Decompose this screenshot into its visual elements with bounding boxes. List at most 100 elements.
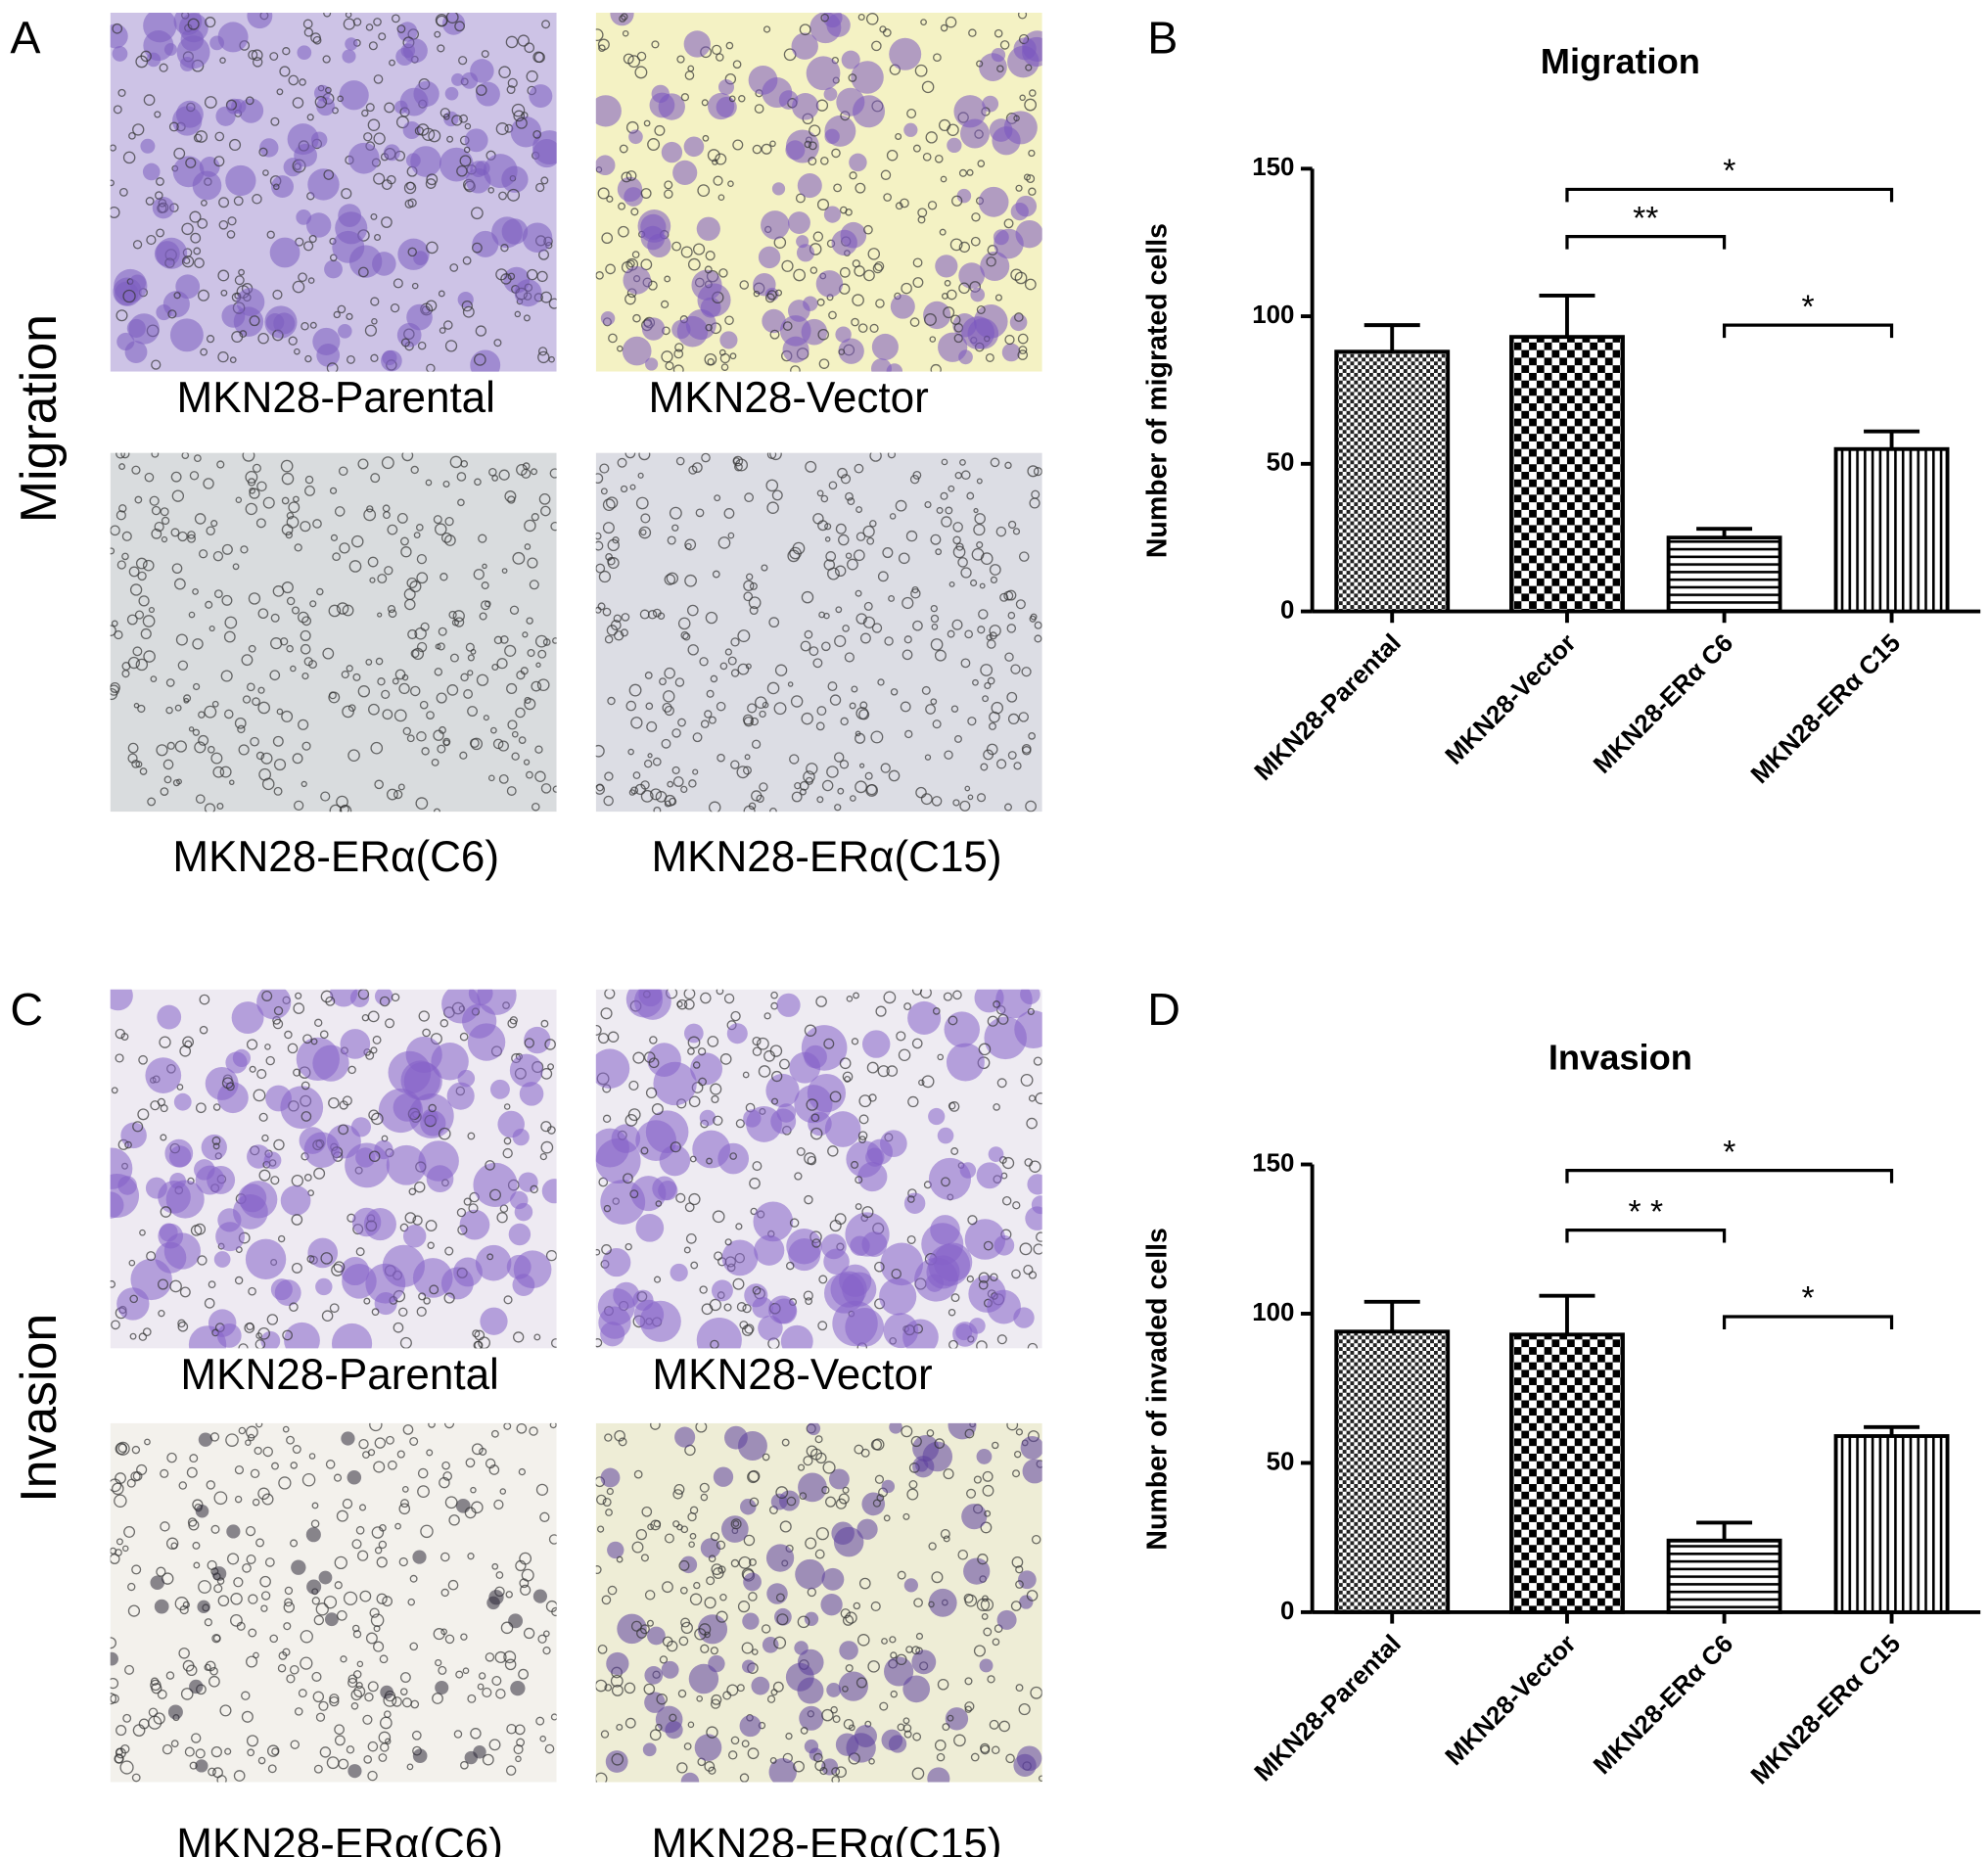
- y-tick-label: 0: [1280, 1598, 1294, 1625]
- cell: [896, 1031, 906, 1042]
- cell: [342, 604, 354, 617]
- cell: [804, 629, 813, 639]
- cell: [621, 613, 630, 622]
- cell: [831, 148, 841, 159]
- cell: [773, 1636, 787, 1649]
- significance-label: * *: [1628, 1194, 1663, 1230]
- cell: [637, 472, 644, 479]
- cell: [937, 1127, 954, 1144]
- cell: [270, 637, 283, 650]
- cell: [653, 1061, 697, 1106]
- cell: [157, 1278, 169, 1290]
- cell: [1010, 664, 1021, 674]
- cell: [1003, 590, 1014, 601]
- cell: [826, 766, 839, 778]
- cell: [906, 109, 917, 118]
- cell: [1027, 1174, 1042, 1195]
- cell: [213, 1251, 231, 1268]
- cell: [766, 452, 777, 460]
- cell: [1029, 497, 1040, 509]
- cell: [540, 505, 551, 517]
- cell: [524, 543, 532, 550]
- cell: [204, 1663, 211, 1671]
- cell: [471, 242, 483, 254]
- cell: [639, 1300, 681, 1342]
- significance-bracket: [1722, 1315, 1894, 1329]
- cell: [215, 106, 236, 126]
- cell: [216, 1577, 225, 1585]
- cell: [409, 1574, 418, 1583]
- cell: [534, 770, 546, 782]
- cell: [216, 802, 224, 811]
- cell: [742, 1659, 756, 1674]
- cell: [396, 24, 406, 33]
- significance-bracket: [1565, 235, 1727, 250]
- cell: [509, 1053, 543, 1088]
- cell: [632, 771, 641, 779]
- cell: [796, 244, 815, 262]
- cell: [680, 1621, 693, 1635]
- cell: [789, 1051, 821, 1084]
- cell: [1017, 333, 1029, 345]
- cell: [176, 35, 210, 70]
- cell: [346, 665, 353, 673]
- cell: [827, 681, 838, 692]
- cell: [1015, 184, 1023, 192]
- cell: [400, 1060, 440, 1100]
- cell: [515, 1755, 522, 1763]
- cell: [350, 1702, 359, 1710]
- cell: [345, 37, 358, 51]
- cell: [972, 678, 979, 686]
- cell: [1005, 589, 1017, 601]
- cell: [674, 1426, 696, 1448]
- cell: [442, 320, 453, 330]
- cell: [509, 1016, 519, 1025]
- cell: [849, 795, 856, 802]
- cell: [862, 525, 875, 538]
- image-caption: MKN28-ERα(C6): [176, 1820, 503, 1857]
- cell: [1025, 800, 1037, 812]
- cell: [671, 319, 691, 340]
- cell: [782, 336, 809, 363]
- cell: [1015, 1684, 1024, 1693]
- cell: [912, 144, 921, 153]
- cell: [181, 255, 195, 268]
- cell: [300, 521, 311, 533]
- cell: [513, 1331, 525, 1343]
- cell: [368, 41, 378, 51]
- cell: [227, 216, 237, 226]
- cell: [508, 1613, 524, 1629]
- cell: [284, 1586, 294, 1596]
- cell: [595, 155, 616, 175]
- cell: [505, 1591, 513, 1599]
- cell: [704, 265, 713, 274]
- cell: [127, 1604, 141, 1617]
- cell: [241, 654, 254, 667]
- cell: [225, 1082, 235, 1091]
- cell: [373, 18, 382, 26]
- cell: [447, 1579, 459, 1591]
- cell: [150, 1100, 161, 1111]
- cell: [446, 684, 459, 696]
- cell: [166, 741, 175, 750]
- cell: [112, 46, 128, 62]
- cell: [1001, 343, 1021, 362]
- cell: [414, 627, 427, 640]
- cell: [192, 682, 201, 691]
- cell: [844, 1075, 852, 1083]
- cell: [149, 495, 160, 506]
- cell: [173, 147, 186, 160]
- cell: [549, 468, 557, 479]
- cell: [694, 1734, 722, 1762]
- cell: [1024, 98, 1038, 112]
- cell: [193, 247, 202, 255]
- cell: [328, 691, 341, 704]
- cell: [950, 705, 959, 713]
- cell: [902, 649, 913, 661]
- cell: [402, 1225, 427, 1248]
- cell: [234, 717, 247, 729]
- cell: [246, 1555, 256, 1564]
- cell: [811, 1238, 821, 1248]
- cell: [230, 1593, 243, 1605]
- cell: [758, 246, 781, 269]
